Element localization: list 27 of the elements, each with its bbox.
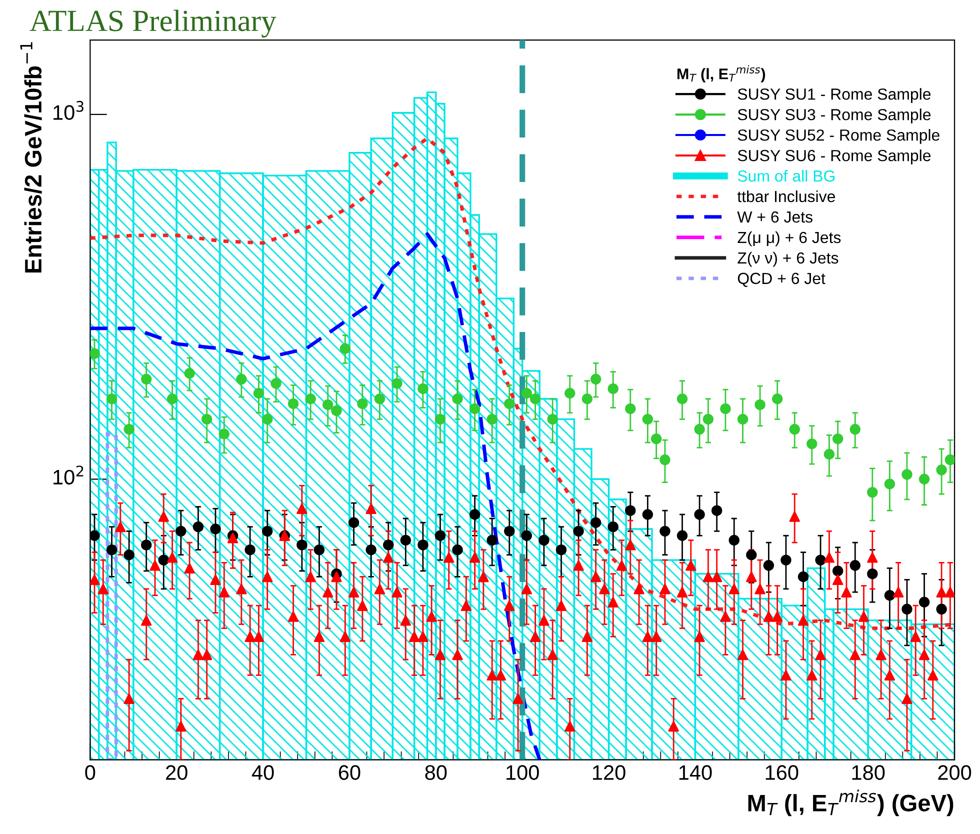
y-axis-title: Entries/2 GeV/10fb$^{−1}$ <box>20 42 42 272</box>
legend-label: SUSY SU52 - Rome Sample <box>738 129 940 144</box>
legend-label: SUSY SU1 - Rome Sample <box>738 88 931 103</box>
y-tick-label: 10$^{2}$ <box>54 466 84 485</box>
x-tick-label: 0 <box>85 765 96 780</box>
legend-label: SUSY SU3 - Rome Sample <box>738 108 931 124</box>
x-tick-label: 200 <box>938 765 972 780</box>
legend-title: M$_{T}$ (l, E$_{T}$$^{miss}$) <box>677 65 766 82</box>
x-tick-label: 180 <box>852 765 885 780</box>
legend-label: Z(μ μ) + 6 Jets <box>738 231 841 246</box>
x-tick-label: 40 <box>252 765 274 780</box>
x-tick-label: 80 <box>425 765 447 780</box>
x-tick-label: 20 <box>166 765 188 780</box>
chart-title: ATLAS Preliminary <box>30 10 276 38</box>
x-tick-label: 160 <box>766 765 798 780</box>
x-tick-label: 120 <box>592 765 626 780</box>
x-tick-label: 100 <box>506 765 539 780</box>
text: Sum of all BG <box>738 170 834 182</box>
x-axis-title: M$_{T}$ (l, E$_{T}$$^{miss}$) (GeV) <box>748 790 954 816</box>
legend-label: W + 6 Jets <box>737 211 812 223</box>
x-tick-label: 140 <box>679 765 712 780</box>
legend-label: QCD + 6 Jet <box>738 272 826 287</box>
legend-label: SUSY SU6 - Rome Sample <box>738 149 931 164</box>
x-tick-label: 60 <box>338 765 360 780</box>
y-tick-label: 10$^{3}$ <box>54 100 84 120</box>
legend-label: Z(ν ν) + 6 Jets <box>738 252 838 267</box>
legend-label: ttbar Inclusive <box>737 190 835 202</box>
